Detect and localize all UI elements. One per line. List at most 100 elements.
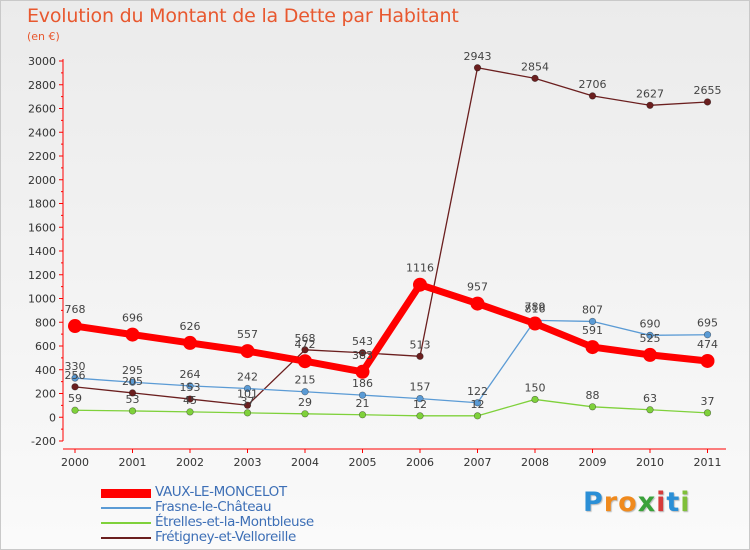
logo-letter: P — [583, 487, 604, 518]
x-tick-label: 2007 — [464, 456, 492, 469]
data-point — [71, 383, 79, 391]
data-point — [358, 391, 367, 399]
data-point — [703, 409, 712, 417]
series-line — [71, 281, 711, 376]
data-point — [301, 410, 309, 418]
y-tick-label: 600 — [35, 340, 56, 353]
data-point — [243, 409, 252, 417]
data-point — [531, 395, 539, 404]
x-tick-label: 2003 — [234, 456, 262, 469]
data-label: 768 — [65, 303, 86, 316]
data-point — [588, 92, 597, 100]
data-label: 186 — [352, 377, 373, 390]
data-point — [416, 395, 424, 403]
x-tick-label: 2005 — [349, 456, 377, 469]
data-label: 690 — [640, 317, 661, 330]
data-point — [416, 412, 424, 420]
legend-label: Frétigney-et-Velloreille — [155, 529, 296, 545]
data-point — [240, 344, 255, 359]
data-point — [416, 352, 424, 360]
data-point — [186, 395, 194, 403]
data-label: 626 — [180, 320, 201, 333]
x-tick-label: 2001 — [119, 456, 147, 469]
data-point — [301, 388, 309, 396]
legend-label: VAUX-LE-MONCELOT — [155, 484, 287, 500]
y-tick-label: 400 — [35, 364, 56, 377]
chart-data-labels: 768 696 626 557 472 383 1116 957 789 591 525 474 330… — [65, 50, 722, 411]
y-tick-label: 2400 — [28, 126, 56, 139]
data-point — [646, 101, 654, 109]
data-label: 525 — [640, 332, 661, 345]
data-point — [470, 296, 485, 311]
y-tick-label: 1400 — [28, 245, 56, 258]
logo-letter: r — [603, 487, 619, 518]
chart-subtitle: (en €) — [27, 30, 60, 43]
y-tick-label: 3000 — [28, 55, 56, 68]
data-point — [183, 335, 197, 350]
data-label: 29 — [298, 396, 312, 409]
data-point — [531, 74, 539, 82]
y-tick-label: 0 — [49, 411, 56, 424]
series-line — [74, 319, 709, 404]
series-line — [74, 67, 709, 406]
data-point — [243, 401, 252, 409]
x-tick-label: 2006 — [406, 456, 434, 469]
data-label: 696 — [122, 312, 143, 325]
data-point — [358, 349, 367, 357]
data-point — [646, 406, 654, 414]
x-tick-label: 2000 — [61, 456, 89, 469]
data-label: 695 — [697, 317, 718, 330]
data-label: 37 — [241, 395, 255, 408]
data-point — [585, 340, 600, 355]
x-tick-label: 2008 — [521, 456, 549, 469]
data-point — [186, 408, 194, 416]
data-label: 101 — [237, 387, 258, 400]
y-tick-label: 2600 — [28, 103, 56, 116]
logo-letter: i — [680, 487, 691, 518]
data-label: 150 — [525, 381, 546, 394]
data-point — [703, 331, 712, 339]
data-label: 330 — [65, 360, 86, 373]
logo-letter: o — [618, 487, 638, 518]
proxiti-logo: Proxiti — [583, 487, 691, 518]
data-label: 474 — [697, 338, 718, 351]
x-tick-label: 2009 — [579, 456, 607, 469]
data-label: 88 — [586, 389, 600, 402]
data-label: 383 — [352, 349, 373, 362]
y-tick-label: 200 — [35, 388, 56, 401]
y-tick-label: 800 — [35, 316, 56, 329]
logo-letter: i — [656, 487, 667, 518]
data-label: 543 — [352, 335, 373, 348]
y-tick-label: 1000 — [28, 293, 56, 306]
x-tick-label: 2004 — [291, 456, 319, 469]
data-point — [301, 346, 309, 354]
logo-letter: t — [666, 487, 681, 518]
data-point — [243, 384, 252, 393]
data-label: 807 — [582, 303, 603, 316]
data-label: 816 — [525, 302, 546, 315]
data-point — [473, 399, 482, 407]
data-label: 21 — [356, 397, 370, 410]
legend-swatch — [101, 507, 151, 509]
data-label: 557 — [237, 328, 258, 341]
series-line — [74, 398, 709, 417]
data-point — [355, 364, 370, 379]
data-label: 12 — [413, 398, 427, 411]
data-label: 591 — [582, 324, 603, 337]
y-tick-label: 2000 — [28, 174, 56, 187]
logo-letter: x — [637, 487, 657, 518]
data-point — [588, 317, 597, 326]
data-label: 153 — [180, 381, 201, 394]
data-point — [71, 374, 79, 382]
data-point — [71, 406, 79, 414]
data-label: 2627 — [636, 87, 664, 100]
data-label: 295 — [122, 364, 143, 377]
y-tick-label: -200 — [31, 435, 56, 448]
data-label: 513 — [410, 338, 431, 351]
legend-swatch — [101, 522, 151, 524]
data-point — [125, 327, 140, 342]
y-tick-label: 2200 — [28, 150, 56, 163]
data-label: 12 — [471, 398, 485, 411]
data-point — [68, 319, 82, 334]
